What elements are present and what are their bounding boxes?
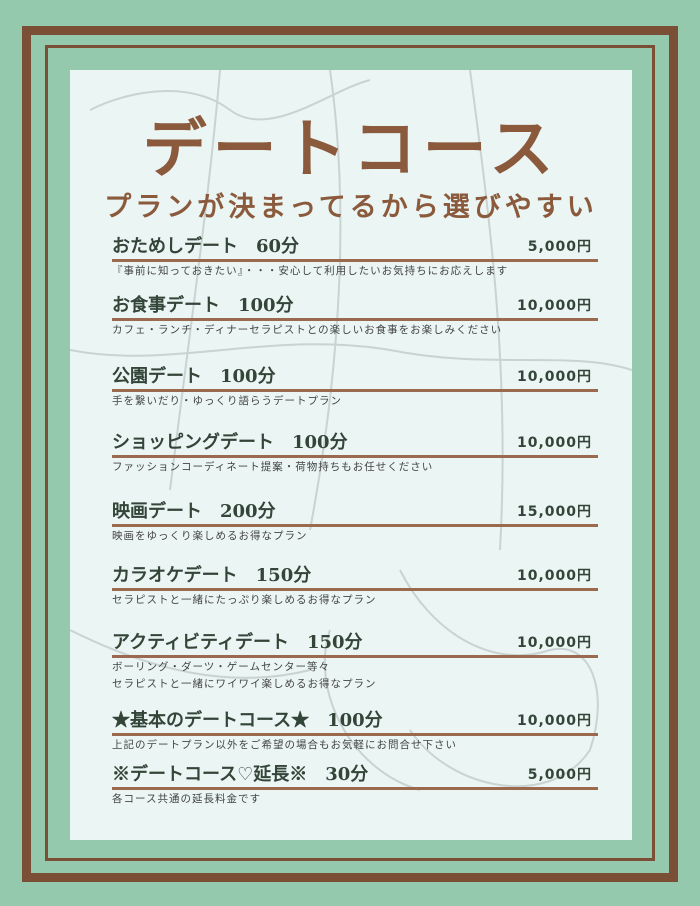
item-name: お食事デート 100分 bbox=[112, 295, 294, 316]
item-header: お食事デート 100分 10,000円 bbox=[112, 295, 598, 321]
item-price: 5,000円 bbox=[527, 767, 592, 783]
item-price: 10,000円 bbox=[516, 298, 592, 314]
item-name: ショッピングデート 100分 bbox=[112, 432, 348, 453]
menu-item: 公園デート 100分 10,000円手を繋いだり・ゆっくり語らうデートプラン bbox=[112, 366, 598, 409]
page-title: デートコース bbox=[142, 113, 560, 187]
item-header: おためしデート 60分 5,000円 bbox=[112, 236, 598, 262]
item-price: 5,000円 bbox=[527, 239, 592, 255]
item-description: 『事前に知っておきたい』・・・安心して利用したいお気持ちにお応えします bbox=[112, 265, 509, 277]
item-name: ※デートコース♡延長※ 30分 bbox=[112, 764, 369, 785]
item-description: カフェ・ランチ・ディナーセラピストとの楽しいお食事をお楽しみください bbox=[112, 324, 503, 336]
item-description: ファッションコーディネート提案・荷物持ちもお任せください bbox=[112, 461, 434, 473]
item-price: 10,000円 bbox=[516, 369, 592, 385]
item-description: 上記のデートプラン以外をご希望の場合もお気軽にお問合せ下さい bbox=[112, 739, 457, 751]
item-header: ※デートコース♡延長※ 30分 5,000円 bbox=[112, 764, 598, 790]
item-price: 15,000円 bbox=[516, 504, 592, 520]
menu-item: ※デートコース♡延長※ 30分 5,000円各コース共通の延長料金です bbox=[112, 764, 598, 807]
page-subtitle: プランが決まってるから選びやすい bbox=[104, 192, 598, 223]
item-price: 10,000円 bbox=[516, 568, 592, 584]
item-description: 各コース共通の延長料金です bbox=[112, 793, 261, 805]
item-name: おためしデート 60分 bbox=[112, 236, 300, 257]
menu-item: おためしデート 60分 5,000円『事前に知っておきたい』・・・安心して利用した… bbox=[112, 236, 598, 279]
item-header: ショッピングデート 100分 10,000円 bbox=[112, 432, 598, 458]
item-price: 10,000円 bbox=[516, 435, 592, 451]
item-header: 映画デート 200分 15,000円 bbox=[112, 501, 598, 527]
item-description: セラピストと一緒にたっぷり楽しめるお得なプラン bbox=[112, 594, 377, 606]
item-header: 公園デート 100分 10,000円 bbox=[112, 366, 598, 392]
menu-item: ★基本のデートコース★ 100分 10,000円上記のデートプラン以外をご希望の場… bbox=[112, 710, 598, 753]
item-header: ★基本のデートコース★ 100分 10,000円 bbox=[112, 710, 598, 736]
item-description: 映画をゆっくり楽しめるお得なプラン bbox=[112, 530, 308, 542]
menu-item: ショッピングデート 100分 10,000円ファッションコーディネート提案・荷物持… bbox=[112, 432, 598, 475]
menu-item: お食事デート 100分 10,000円カフェ・ランチ・ディナーセラピストとの楽しい… bbox=[112, 295, 598, 338]
item-name: 映画デート 200分 bbox=[112, 501, 276, 522]
menu-item: カラオケデート 150分 10,000円セラピストと一緒にたっぷり楽しめるお得なプ… bbox=[112, 565, 598, 608]
item-name: 公園デート 100分 bbox=[112, 366, 276, 387]
menu-item: 映画デート 200分 15,000円映画をゆっくり楽しめるお得なプラン bbox=[112, 501, 598, 544]
item-description: ボーリング・ダーツ・ゲームセンター等々 bbox=[112, 661, 330, 673]
item-description: 手を繋いだり・ゆっくり語らうデートプラン bbox=[112, 395, 342, 407]
item-price: 10,000円 bbox=[516, 713, 592, 729]
background-sketch bbox=[70, 70, 632, 791]
inner-frame bbox=[45, 45, 655, 861]
menu-panel: デートコース プランが決まってるから選びやすい おためしデート 60分 5,000… bbox=[70, 70, 632, 840]
item-header: アクティビティデート 150分 10,000円 bbox=[112, 632, 598, 658]
outer-frame bbox=[22, 26, 678, 882]
item-name: カラオケデート 150分 bbox=[112, 565, 312, 586]
menu-item: アクティビティデート 150分 10,000円ボーリング・ダーツ・ゲームセンター等… bbox=[112, 632, 598, 692]
item-description: セラピストと一緒にワイワイ楽しめるお得なプラン bbox=[112, 678, 377, 690]
item-price: 10,000円 bbox=[516, 635, 592, 651]
item-name: アクティビティデート 150分 bbox=[112, 632, 363, 653]
item-name: ★基本のデートコース★ 100分 bbox=[112, 710, 383, 731]
item-header: カラオケデート 150分 10,000円 bbox=[112, 565, 598, 591]
